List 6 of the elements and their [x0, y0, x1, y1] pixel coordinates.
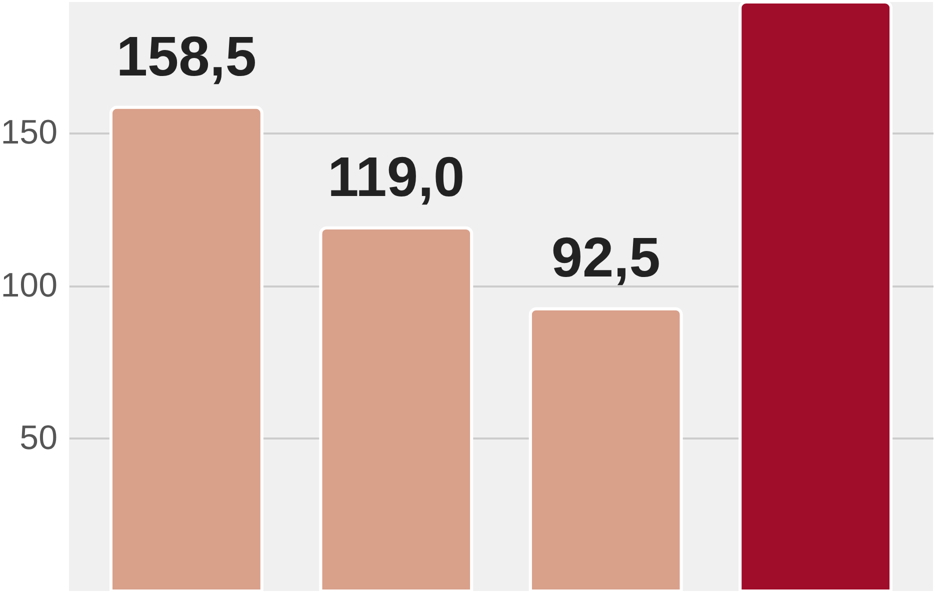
data-label: 92,5: [551, 226, 660, 289]
y-tick-label: 50: [20, 418, 58, 457]
data-label: 158,5: [116, 24, 257, 88]
y-tick-label: 100: [0, 266, 58, 304]
data-label: 119,0: [328, 144, 465, 208]
y-tick-label: 150: [0, 114, 58, 152]
